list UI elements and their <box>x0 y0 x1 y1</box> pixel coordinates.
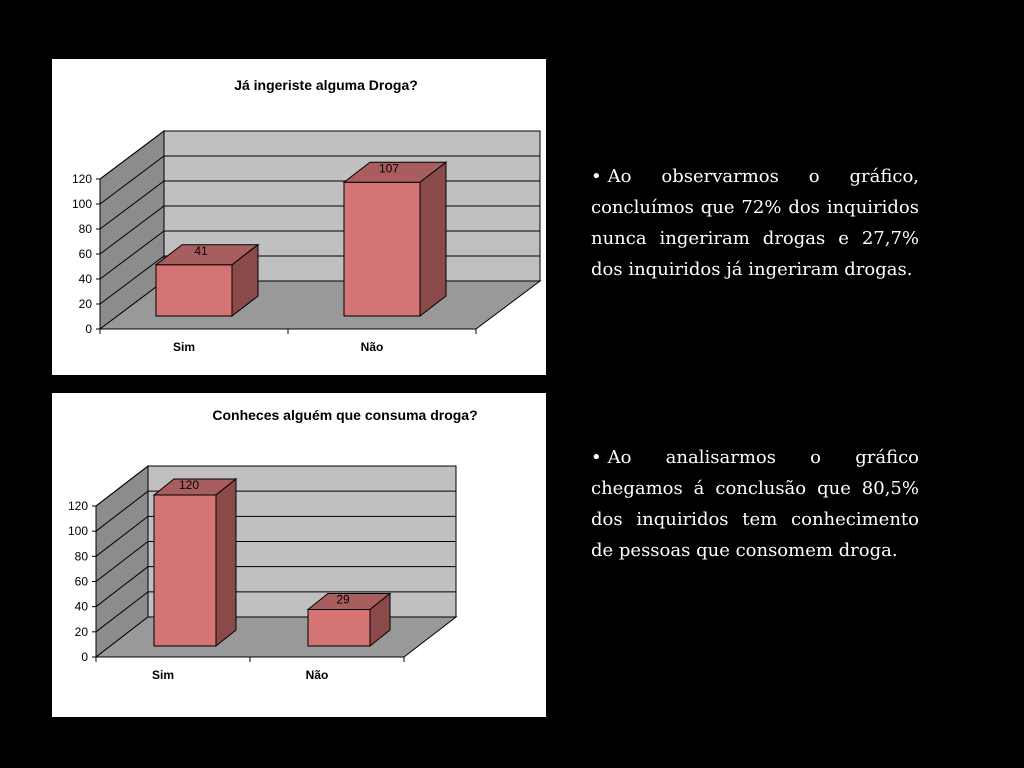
gridline <box>95 515 456 557</box>
bar-side <box>419 161 447 318</box>
y-tick-label: 100 <box>72 197 92 211</box>
category-label: Não <box>361 340 384 354</box>
paragraph-1-text: Ao observarmos o gráfico, concluímos que… <box>591 166 919 280</box>
bar-front <box>153 494 217 647</box>
y-tick-label: 60 <box>79 247 93 261</box>
data-label: 107 <box>379 161 399 175</box>
y-tick-label: 60 <box>75 575 89 589</box>
y-tick-label: 80 <box>75 549 89 563</box>
y-tick-label: 20 <box>75 625 89 639</box>
y-tick-label: 40 <box>79 272 93 286</box>
bar-side <box>231 243 259 318</box>
gridline <box>95 490 456 532</box>
data-label: 41 <box>194 244 208 258</box>
bar-front <box>343 181 421 317</box>
chart-title: Já ingeriste alguma Droga? <box>234 77 418 93</box>
gridline <box>95 465 456 507</box>
observation-paragraph-1: • Ao observarmos o gráfico, concluímos qu… <box>591 161 919 285</box>
floor <box>94 616 458 658</box>
category-label: Sim <box>173 340 195 354</box>
paragraph-2-text: Ao analisarmos o gráfico chegamos á conc… <box>591 447 919 561</box>
category-label: Não <box>306 668 329 682</box>
data-label: 120 <box>179 478 199 492</box>
gridline <box>95 591 456 633</box>
gridline <box>95 541 456 582</box>
gridline <box>99 155 540 205</box>
chart-know-user: Conheces alguém que consuma droga? 0 20 40 6… <box>52 393 546 717</box>
bar-side <box>369 592 391 648</box>
category-label: Sim <box>152 668 174 682</box>
y-tick-label: 0 <box>85 322 92 336</box>
data-label: 29 <box>336 593 350 607</box>
chart-know-user-svg: Conheces alguém que consuma droga? 0 20 40 6… <box>68 407 478 682</box>
bar-side <box>215 477 237 648</box>
chart-drug-use-svg: Já ingeriste alguma Droga? 0 20 40 60 80 100 12… <box>72 77 542 354</box>
y-tick-label: 80 <box>79 222 93 236</box>
bullet: • <box>591 166 602 187</box>
gridline <box>95 566 456 608</box>
y-tick-label: 120 <box>68 499 88 513</box>
y-tick-label: 120 <box>72 172 92 186</box>
chart-drug-use: Já ingeriste alguma Droga? 0 20 40 60 80 100 12… <box>52 59 546 375</box>
y-tick-label: 20 <box>79 297 93 311</box>
gridline <box>99 130 540 180</box>
observation-paragraph-2: • Ao analisarmos o gráfico chegamos á con… <box>591 442 919 566</box>
bullet: • <box>591 447 602 468</box>
y-tick-label: 40 <box>75 600 89 614</box>
y-tick-label: 100 <box>68 524 88 538</box>
bar-front <box>307 609 371 647</box>
y-tick-label: 0 <box>81 650 88 664</box>
chart-title: Conheces alguém que consuma droga? <box>212 407 477 423</box>
bar-front <box>155 264 233 317</box>
